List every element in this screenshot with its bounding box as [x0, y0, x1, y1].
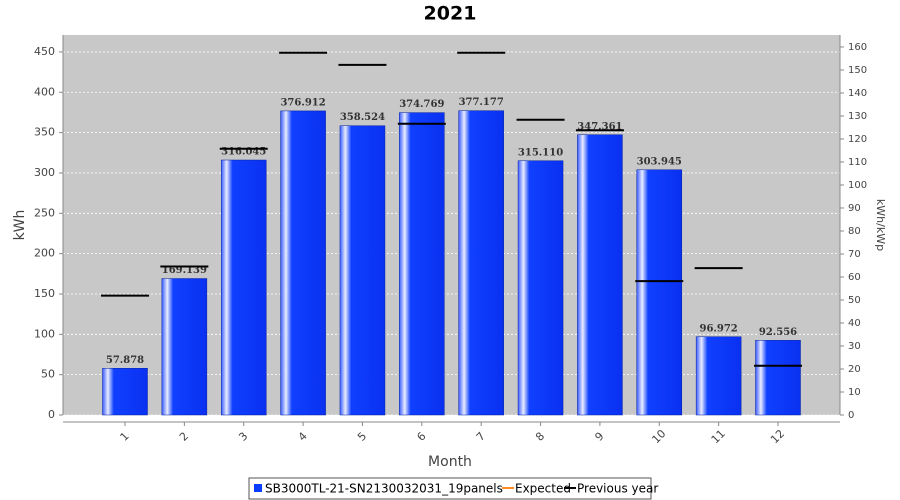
y2-tick-label: 70 [848, 249, 861, 260]
value-label: 92.556 [759, 327, 797, 338]
value-label: 358.524 [340, 112, 385, 123]
legend-label: SB3000TL-21-SN2130032031_19panels [265, 482, 503, 496]
chart-title: 2021 [424, 3, 477, 25]
x-tick-label: 6 [414, 430, 428, 444]
bar [220, 159, 267, 416]
y-tick-label: 50 [41, 368, 55, 381]
x-tick-label: 11 [709, 427, 728, 446]
value-label: 303.945 [637, 156, 682, 167]
bar [577, 134, 623, 416]
value-label: 96.972 [699, 323, 737, 334]
y2-tick-label: 30 [848, 341, 861, 352]
bar [517, 160, 564, 416]
y2-tick-label: 120 [848, 134, 867, 145]
y2-tick-label: 140 [848, 88, 867, 99]
x-axis-title: Month [428, 454, 472, 470]
x-tick-label: 3 [236, 430, 250, 444]
x-tick-label: 9 [592, 430, 606, 444]
value-label: 169.139 [162, 265, 207, 276]
y2-axis-title: kWh/kWp [874, 199, 887, 251]
bar [695, 336, 742, 416]
y2-tick-label: 130 [848, 111, 867, 122]
y-tick-label: 300 [34, 166, 55, 179]
x-tick-label: 1 [118, 430, 132, 444]
bar [280, 110, 326, 416]
y-axis-title: kWh [12, 210, 28, 241]
x-tick-label: 5 [355, 430, 369, 444]
x-tick-label: 2 [177, 430, 191, 444]
x-tick-label: 12 [768, 427, 787, 446]
x-tick-label: 7 [474, 430, 488, 444]
y-tick-label: 100 [34, 327, 55, 340]
y2-tick-label: 20 [848, 364, 861, 375]
y2-tick-label: 0 [848, 410, 854, 421]
bar [399, 112, 445, 416]
y-tick-label: 450 [34, 45, 55, 58]
bar [102, 368, 148, 416]
x-tick-label: 8 [533, 430, 547, 444]
y2-tick-label: 60 [848, 272, 861, 283]
y2-tick-label: 40 [848, 318, 861, 329]
y-tick-label: 350 [34, 126, 55, 139]
value-label: 315.110 [518, 147, 563, 158]
value-label: 57.878 [106, 355, 144, 366]
y-tick-label: 150 [34, 287, 55, 300]
bar [636, 169, 683, 416]
x-tick-label: 4 [296, 430, 310, 444]
value-label: 377.177 [459, 97, 504, 108]
legend-label: Expected [515, 482, 571, 496]
y2-tick-label: 150 [848, 65, 867, 76]
bar [339, 125, 386, 416]
bar [161, 278, 208, 416]
bar [458, 110, 504, 416]
y2-tick-label: 110 [848, 157, 867, 168]
value-label: 347.361 [577, 121, 622, 132]
legend-label: Previous year [577, 482, 658, 496]
y2-tick-label: 80 [848, 226, 861, 237]
legend-swatch [254, 484, 262, 492]
y-tick-label: 250 [34, 206, 55, 219]
y2-tick-label: 10 [848, 387, 861, 398]
y2-tick-label: 160 [848, 42, 867, 53]
y2-tick-label: 50 [848, 295, 861, 306]
value-label: 316.045 [221, 147, 266, 158]
y-tick-label: 200 [34, 247, 55, 260]
x-tick-label: 10 [649, 427, 668, 446]
value-label: 374.769 [399, 99, 444, 110]
bar [755, 340, 801, 416]
y-tick-label: 400 [34, 85, 55, 98]
value-label: 376.912 [280, 97, 325, 108]
y-tick-label: 0 [48, 408, 55, 421]
y2-tick-label: 100 [848, 180, 867, 191]
y2-tick-label: 90 [848, 203, 861, 214]
legend [248, 477, 652, 500]
